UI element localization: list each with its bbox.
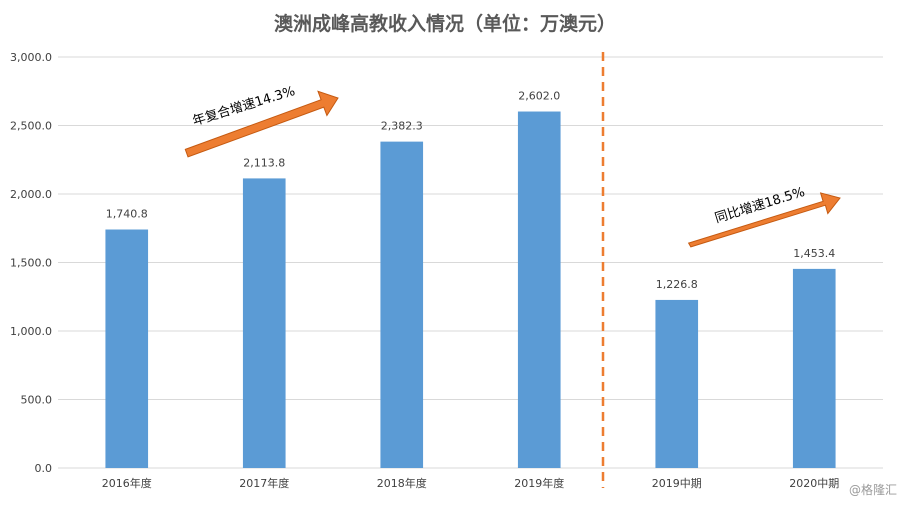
chart-title: 澳洲成峰高教收入情况（单位：万澳元） xyxy=(274,12,616,35)
data-label: 2,382.3 xyxy=(381,120,423,133)
y-tick-label: 0.0 xyxy=(35,462,53,475)
bar xyxy=(242,178,286,468)
y-tick-label: 1,500.0 xyxy=(10,257,52,270)
x-tick-label: 2020中期 xyxy=(789,477,839,490)
bar xyxy=(105,229,149,468)
bar xyxy=(655,299,699,468)
y-tick-label: 2,000.0 xyxy=(10,188,52,201)
y-axis-tick-labels: 0.0 500.0 1,000.0 1,500.0 2,000.0 2,500.0 3,00… xyxy=(10,51,52,475)
yoy-annotation: 同比增速18.5% xyxy=(713,185,807,227)
cagr-arrow-shape xyxy=(184,90,339,158)
data-labels: 1,740.8 2,113.8 2,382.3 2,602.0 1,226.8 1,453… xyxy=(106,90,836,291)
y-tick-label: 2,500.0 xyxy=(10,120,52,133)
gridlines xyxy=(58,56,883,469)
bars xyxy=(105,111,836,469)
y-tick-label: 1,000.0 xyxy=(10,325,52,338)
y-tick-label: 500.0 xyxy=(21,394,53,407)
x-tick-label: 2017年度 xyxy=(239,476,289,490)
data-label: 2,602.0 xyxy=(518,90,560,103)
data-label: 1,740.8 xyxy=(106,208,148,221)
yoy-arrow-shape xyxy=(687,192,841,248)
watermark: @格隆汇 xyxy=(849,482,897,497)
x-axis-tick-labels: 2016年度 2017年度 2018年度 2019年度 2019中期 2020中期 xyxy=(102,476,840,490)
data-label: 1,226.8 xyxy=(656,278,698,291)
x-tick-label: 2016年度 xyxy=(102,476,152,490)
bar xyxy=(517,111,561,468)
cagr-arrow: 年复合增速14.3% xyxy=(184,84,339,158)
bar xyxy=(792,268,836,468)
data-label: 2,113.8 xyxy=(243,156,285,169)
data-label: 1,453.4 xyxy=(793,247,835,260)
bar xyxy=(380,141,424,469)
x-tick-label: 2018年度 xyxy=(377,476,427,490)
x-tick-label: 2019年度 xyxy=(514,476,564,490)
y-tick-label: 3,000.0 xyxy=(10,51,52,64)
x-tick-label: 2019中期 xyxy=(652,477,702,490)
